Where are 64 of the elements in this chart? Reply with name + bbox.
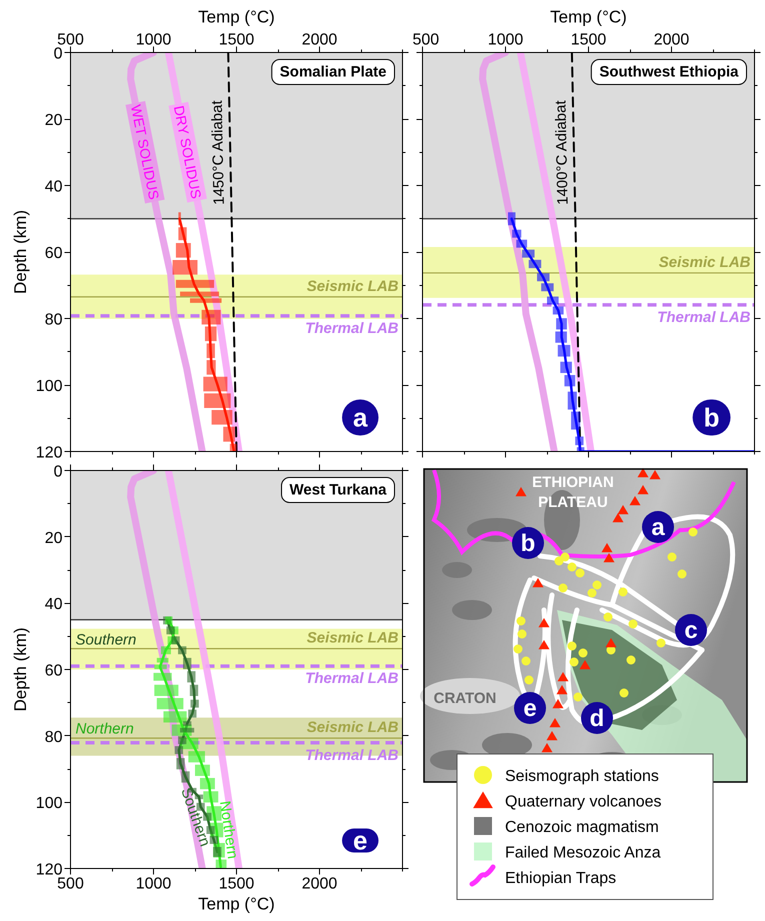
y-tick-label: 0	[54, 46, 63, 62]
x-tick-label: 1000	[136, 876, 172, 892]
text: WET SOLIDUS	[128, 103, 162, 201]
y-tick-label: 20	[44, 112, 63, 129]
x-tick-label: 2000	[654, 32, 690, 48]
y-tick-label: 60	[44, 662, 63, 680]
ref-line-label: Thermal LAB	[305, 670, 399, 688]
text: a	[651, 514, 666, 541]
band-label: Northern	[76, 720, 134, 738]
text: 1400°C Adiabat	[552, 99, 572, 206]
x-tick-label: 500	[412, 32, 440, 48]
y-axis-title: Depth (km)	[10, 627, 30, 712]
text: Southwest Ethiopia	[599, 64, 740, 80]
text: b	[520, 530, 536, 557]
text: Somalian Plate	[280, 64, 387, 80]
ref-line-label: Seismic LAB	[306, 719, 399, 736]
y-tick-label: 120	[36, 444, 63, 462]
legend-label: Seismograph stations	[505, 768, 659, 785]
y-tick-label: 0	[54, 464, 63, 480]
x-axis-title: Temp (°C)	[550, 8, 627, 26]
y-tick-label: 100	[36, 795, 63, 812]
band-label: Southern	[76, 632, 136, 649]
text: CRATON	[434, 690, 496, 707]
ref-line-label: Seismic LAB	[306, 630, 399, 647]
text: West Turkana	[290, 482, 388, 498]
y-tick-label: 100	[36, 378, 63, 395]
ref-line-label: Seismic LAB	[658, 254, 751, 271]
text: DRY SOLIDUS	[170, 104, 205, 200]
y-tick-label: 60	[44, 245, 63, 262]
x-tick-label: 500	[57, 876, 84, 892]
x-tick-label: 2000	[302, 876, 338, 892]
ref-line-label: Thermal LAB	[305, 746, 399, 764]
y-axis-title: Depth (km)	[10, 210, 30, 294]
legend-label: Ethiopian Traps	[505, 870, 616, 887]
text: 1450°C Adiabat	[208, 99, 228, 206]
ref-line-label: Thermal LAB	[305, 320, 399, 337]
text: Northern	[216, 800, 242, 860]
x-tick-label: 1500	[218, 876, 254, 892]
y-tick-label: 120	[36, 862, 63, 878]
x-tick-label: 1500	[218, 32, 254, 48]
legend-label: Failed Mesozoic Anza	[505, 844, 661, 862]
text: ETHIOPIAN PLATEAU	[532, 474, 614, 511]
y-tick-label: 80	[44, 728, 63, 746]
ref-line-label: Seismic LAB	[306, 278, 399, 295]
x-tick-label: 1000	[136, 32, 172, 48]
y-tick-label: 20	[44, 530, 63, 547]
ref-line-label: Thermal LAB	[657, 308, 751, 326]
legend-label: Cenozoic magmatism	[505, 819, 659, 836]
text: e	[523, 695, 537, 722]
annotation: b	[704, 402, 720, 432]
x-tick-label: 2000	[302, 32, 338, 48]
y-tick-label: 40	[44, 596, 63, 614]
y-tick-label: 80	[44, 312, 63, 328]
text: c	[684, 617, 698, 644]
x-axis-title: Temp (°C)	[198, 894, 275, 914]
x-tick-label: 1500	[570, 32, 606, 48]
x-axis-title: Temp (°C)	[198, 8, 275, 26]
annotation: a	[353, 402, 368, 432]
y-tick-label: 40	[44, 178, 63, 196]
text: d	[590, 705, 604, 732]
x-tick-label: 1000	[488, 32, 524, 48]
legend-label: Quaternary volcanoes	[505, 794, 662, 810]
annotation: e	[353, 826, 368, 856]
x-tick-label: 500	[57, 32, 84, 48]
